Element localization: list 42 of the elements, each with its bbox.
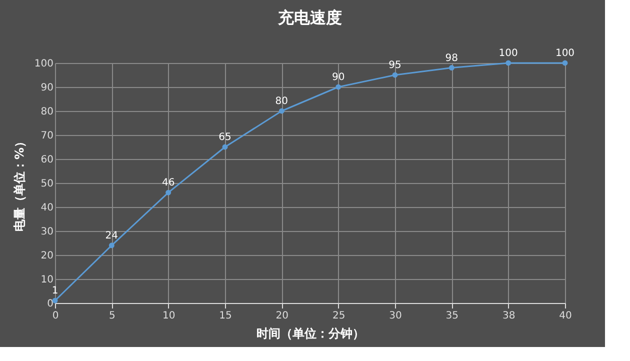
x-tick-label: 35	[446, 310, 459, 322]
point	[392, 72, 398, 78]
point	[108, 242, 114, 248]
point	[562, 60, 568, 66]
y-tick-label: 70	[40, 130, 54, 142]
point	[166, 190, 172, 196]
point	[506, 60, 512, 66]
x-tick-label: 30	[389, 310, 402, 322]
y-tick-label: 30	[40, 226, 54, 238]
x-axis-title: 时间（单位：分钟）	[256, 326, 364, 340]
y-tick-label: 60	[40, 154, 54, 166]
point	[448, 65, 454, 71]
y-tick-label: 10	[40, 274, 54, 286]
y-tick-label: 50	[40, 178, 54, 190]
data-label: 90	[332, 72, 345, 83]
point	[278, 108, 284, 114]
x-tick-label: 38	[502, 310, 516, 322]
y-tick-label: 0	[47, 298, 54, 310]
point	[222, 144, 228, 150]
data-label: 1	[52, 286, 58, 297]
data-label: 100	[498, 48, 518, 59]
data-label: 65	[218, 132, 232, 143]
x-tick-label: 40	[559, 310, 572, 322]
data-label: 100	[555, 48, 575, 59]
x-tick-label: 15	[219, 310, 232, 322]
y-tick-label: 80	[40, 106, 54, 118]
data-label: 80	[275, 96, 288, 107]
data-label: 98	[445, 52, 458, 64]
x-tick-label: 20	[276, 310, 289, 322]
x-tick-label: 25	[332, 310, 346, 322]
y-axis-title: 电量（单位：%）	[12, 135, 26, 232]
x-tick-label: 10	[162, 310, 176, 322]
y-tick-label: 90	[40, 82, 54, 94]
data-label: 95	[388, 60, 402, 71]
x-tick-label: 5	[108, 310, 116, 322]
y-tick-label: 20	[40, 250, 54, 262]
point	[336, 84, 342, 90]
y-tick-label: 100	[34, 58, 54, 70]
data-label: 46	[162, 178, 175, 189]
y-tick-label: 40	[40, 202, 54, 214]
chart-title: 充电速度	[277, 8, 342, 27]
data-label: 24	[105, 230, 118, 242]
